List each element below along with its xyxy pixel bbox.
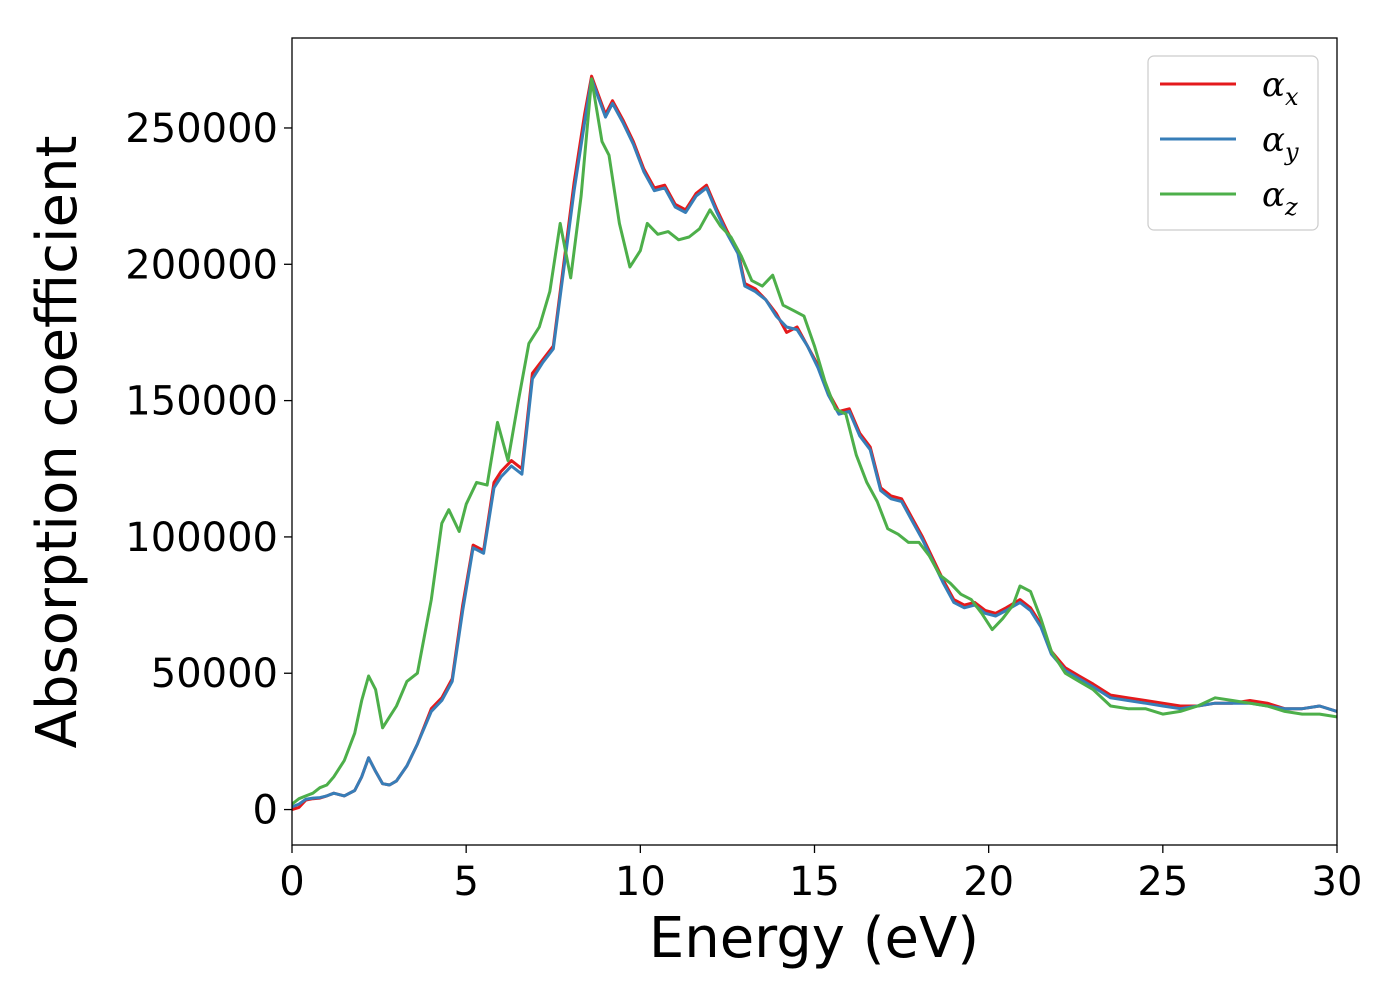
y-axis: 0 50000 100000 150000 200000 250000	[125, 106, 292, 834]
x-tick-label: 10	[615, 859, 666, 905]
y-tick-label: 200000	[125, 242, 278, 288]
x-axis: 0 5 10 15 20 25 30	[279, 845, 1362, 905]
y-tick-label: 100000	[125, 515, 278, 561]
y-tick-label: 150000	[125, 379, 278, 425]
y-tick-label: 250000	[125, 106, 278, 152]
series-layer	[292, 74, 1337, 812]
series-line-alpha-z	[292, 77, 1337, 806]
x-tick-label: 30	[1312, 859, 1363, 905]
x-tick-label: 25	[1137, 859, 1188, 905]
x-tick-label: 15	[789, 859, 840, 905]
x-tick-label: 5	[453, 859, 478, 905]
y-tick-label: 0	[253, 788, 278, 834]
y-tick-label: 50000	[151, 651, 278, 697]
x-tick-label: 20	[963, 859, 1014, 905]
legend-frame	[1147, 55, 1319, 231]
series-line-alpha-y	[292, 77, 1337, 809]
x-tick-label: 0	[279, 859, 304, 905]
x-axis-title: Energy (eV)	[649, 906, 979, 971]
y-axis-title: Absorption coefficient	[25, 136, 90, 749]
